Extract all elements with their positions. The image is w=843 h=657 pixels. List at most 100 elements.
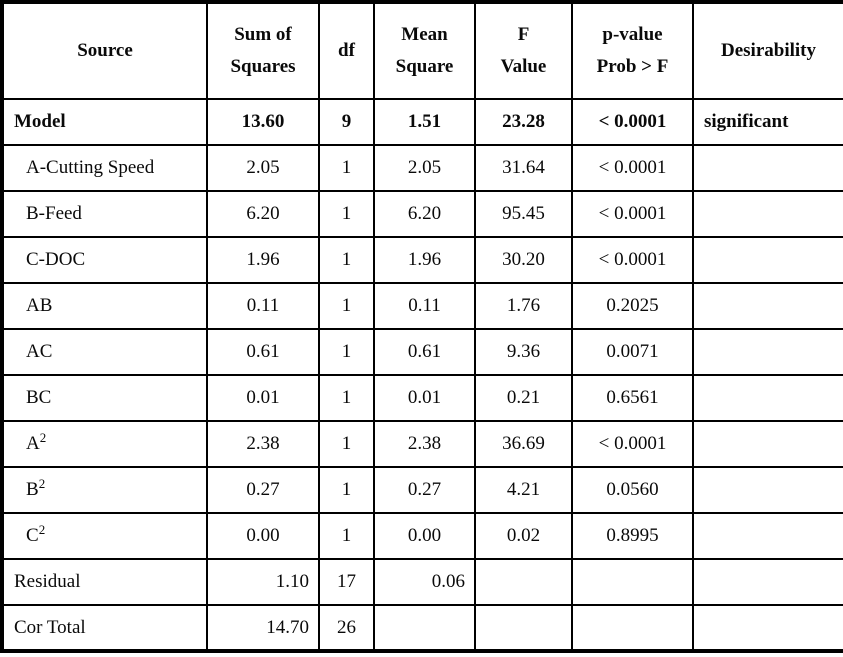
df-cell: 1 xyxy=(318,144,375,192)
row-label: Cor Total xyxy=(14,616,86,638)
col-header-df: df xyxy=(318,1,375,100)
row-label-superscript: 2 xyxy=(38,476,46,491)
f-value-cell: 31.64 xyxy=(474,144,573,192)
p-value-cell: < 0.0001 xyxy=(571,144,694,192)
df-cell: 1 xyxy=(318,190,375,238)
sum-of-squares-cell: 14.70 xyxy=(206,604,320,652)
row-label-cell: AC xyxy=(1,328,208,376)
sum-of-squares-cell: 0.11 xyxy=(206,282,320,330)
table-row-model: Model 13.60 9 1.51 23.28 < 0.0001 signif… xyxy=(1,98,843,146)
df-cell: 1 xyxy=(318,236,375,284)
p-value-cell: 0.8995 xyxy=(571,512,694,560)
row-label-cell: A2 xyxy=(1,420,208,468)
f-value-cell: 9.36 xyxy=(474,328,573,376)
df-cell: 1 xyxy=(318,512,375,560)
desirability-cell xyxy=(692,512,843,560)
p-value-cell xyxy=(571,604,694,652)
desirability-cell xyxy=(692,558,843,606)
sum-of-squares-cell: 0.61 xyxy=(206,328,320,376)
mean-square-cell: 0.01 xyxy=(373,374,476,422)
desirability-cell xyxy=(692,466,843,514)
desirability-cell: significant xyxy=(692,98,843,146)
mean-square-cell: 1.96 xyxy=(373,236,476,284)
header-row: Source Sum of Squares df Mean Square F Valu… xyxy=(1,1,843,100)
row-label: B xyxy=(26,479,39,500)
col-header-mean-square: Mean Square xyxy=(373,1,476,100)
row-label: C-DOC xyxy=(26,249,86,270)
row-label-cell: A-Cutting Speed xyxy=(1,144,208,192)
sum-of-squares-cell: 2.05 xyxy=(206,144,320,192)
row-label-cell: B-Feed xyxy=(1,190,208,238)
row-label: BC xyxy=(26,387,52,408)
header-label: Square xyxy=(395,56,454,77)
row-label: B-Feed xyxy=(26,203,82,224)
row-label: AC xyxy=(26,341,53,362)
row-label-cell: C2 xyxy=(1,512,208,560)
f-value-cell xyxy=(474,558,573,606)
table-row-bc: BC 0.01 1 0.01 0.21 0.6561 xyxy=(1,374,843,422)
mean-square-cell: 6.20 xyxy=(373,190,476,238)
row-label-cell: Residual xyxy=(1,558,208,606)
row-label: Model xyxy=(14,111,66,132)
header-label: Mean xyxy=(401,23,448,45)
f-value-cell: 1.76 xyxy=(474,282,573,330)
row-label: Residual xyxy=(14,571,81,592)
desirability-cell xyxy=(692,236,843,284)
table-row-a-squared: A2 2.38 1 2.38 36.69 < 0.0001 xyxy=(1,420,843,468)
table-row-b-squared: B2 0.27 1 0.27 4.21 0.0560 xyxy=(1,466,843,514)
header-label: Value xyxy=(500,56,547,77)
col-header-source: Source xyxy=(1,1,208,100)
f-value-cell: 95.45 xyxy=(474,190,573,238)
col-header-p-value: p-value Prob > F xyxy=(571,1,694,100)
p-value-cell: 0.0560 xyxy=(571,466,694,514)
row-label-cell: Cor Total xyxy=(1,604,208,652)
header-label: Squares xyxy=(230,56,296,77)
sum-of-squares-cell: 0.00 xyxy=(206,512,320,560)
desirability-cell xyxy=(692,420,843,468)
f-value-cell: 30.20 xyxy=(474,236,573,284)
mean-square-cell: 0.00 xyxy=(373,512,476,560)
row-label-superscript: 2 xyxy=(38,522,46,537)
mean-square-cell: 0.27 xyxy=(373,466,476,514)
header-label: df xyxy=(338,39,355,61)
f-value-cell: 0.21 xyxy=(474,374,573,422)
row-label-superscript: 2 xyxy=(39,430,47,445)
df-cell: 1 xyxy=(318,420,375,468)
f-value-cell: 23.28 xyxy=(474,98,573,146)
p-value-cell: < 0.0001 xyxy=(571,98,694,146)
p-value-cell: < 0.0001 xyxy=(571,236,694,284)
df-cell: 1 xyxy=(318,328,375,376)
header-label: Sum of xyxy=(234,23,292,45)
p-value-cell: 0.2025 xyxy=(571,282,694,330)
header-label: F xyxy=(517,23,530,45)
table-row-residual: Residual 1.10 17 0.06 xyxy=(1,558,843,606)
mean-square-cell: 2.05 xyxy=(373,144,476,192)
sum-of-squares-cell: 0.27 xyxy=(206,466,320,514)
mean-square-cell xyxy=(373,604,476,652)
header-label: Desirability xyxy=(721,39,816,61)
df-cell: 9 xyxy=(318,98,375,146)
df-cell: 17 xyxy=(318,558,375,606)
p-value-cell: 0.0071 xyxy=(571,328,694,376)
row-label-cell: B2 xyxy=(1,466,208,514)
col-header-desirability: Desirability xyxy=(692,1,843,100)
row-label-cell: BC xyxy=(1,374,208,422)
desirability-cell xyxy=(692,328,843,376)
col-header-f-value: F Value xyxy=(474,1,573,100)
sum-of-squares-cell: 13.60 xyxy=(206,98,320,146)
f-value-cell: 0.02 xyxy=(474,512,573,560)
row-label: A xyxy=(26,433,40,454)
table-row-a-cutting-speed: A-Cutting Speed 2.05 1 2.05 31.64 < 0.00… xyxy=(1,144,843,192)
sum-of-squares-cell: 6.20 xyxy=(206,190,320,238)
df-cell: 1 xyxy=(318,374,375,422)
table-row-b-feed: B-Feed 6.20 1 6.20 95.45 < 0.0001 xyxy=(1,190,843,238)
mean-square-cell: 0.11 xyxy=(373,282,476,330)
table-row-ab: AB 0.11 1 0.11 1.76 0.2025 xyxy=(1,282,843,330)
table-row-cor-total: Cor Total 14.70 26 xyxy=(1,604,843,652)
desirability-cell xyxy=(692,604,843,652)
df-cell: 1 xyxy=(318,466,375,514)
sum-of-squares-cell: 1.96 xyxy=(206,236,320,284)
mean-square-cell: 2.38 xyxy=(373,420,476,468)
header-label: Source xyxy=(77,39,133,61)
